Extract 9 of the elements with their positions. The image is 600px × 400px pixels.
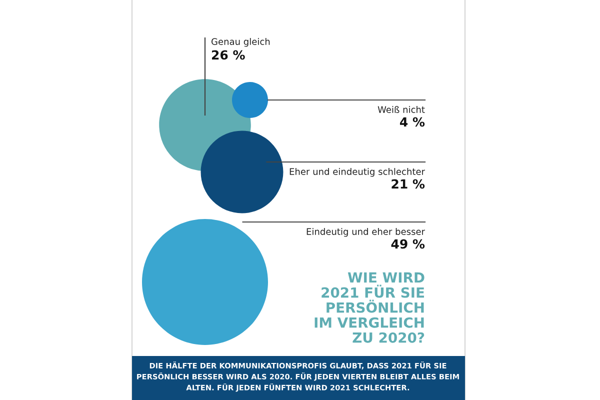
data-label: 26 % bbox=[212, 50, 245, 60]
data-label: 49 % bbox=[391, 239, 425, 249]
data-label: 4 % bbox=[400, 117, 425, 127]
data-label: 21 % bbox=[392, 179, 425, 189]
category-label: Eindeutig und eher besser bbox=[306, 228, 425, 237]
category-label: Eher und eindeutig schlechter bbox=[290, 168, 425, 177]
category-label: Genau gleich bbox=[212, 38, 270, 47]
text: WIE WIRD 2021 FÜR SIE PERSÖNLICH IM VERGLEICH ZU 2020? bbox=[314, 272, 424, 343]
category-label: Weiß nicht bbox=[378, 106, 425, 113]
